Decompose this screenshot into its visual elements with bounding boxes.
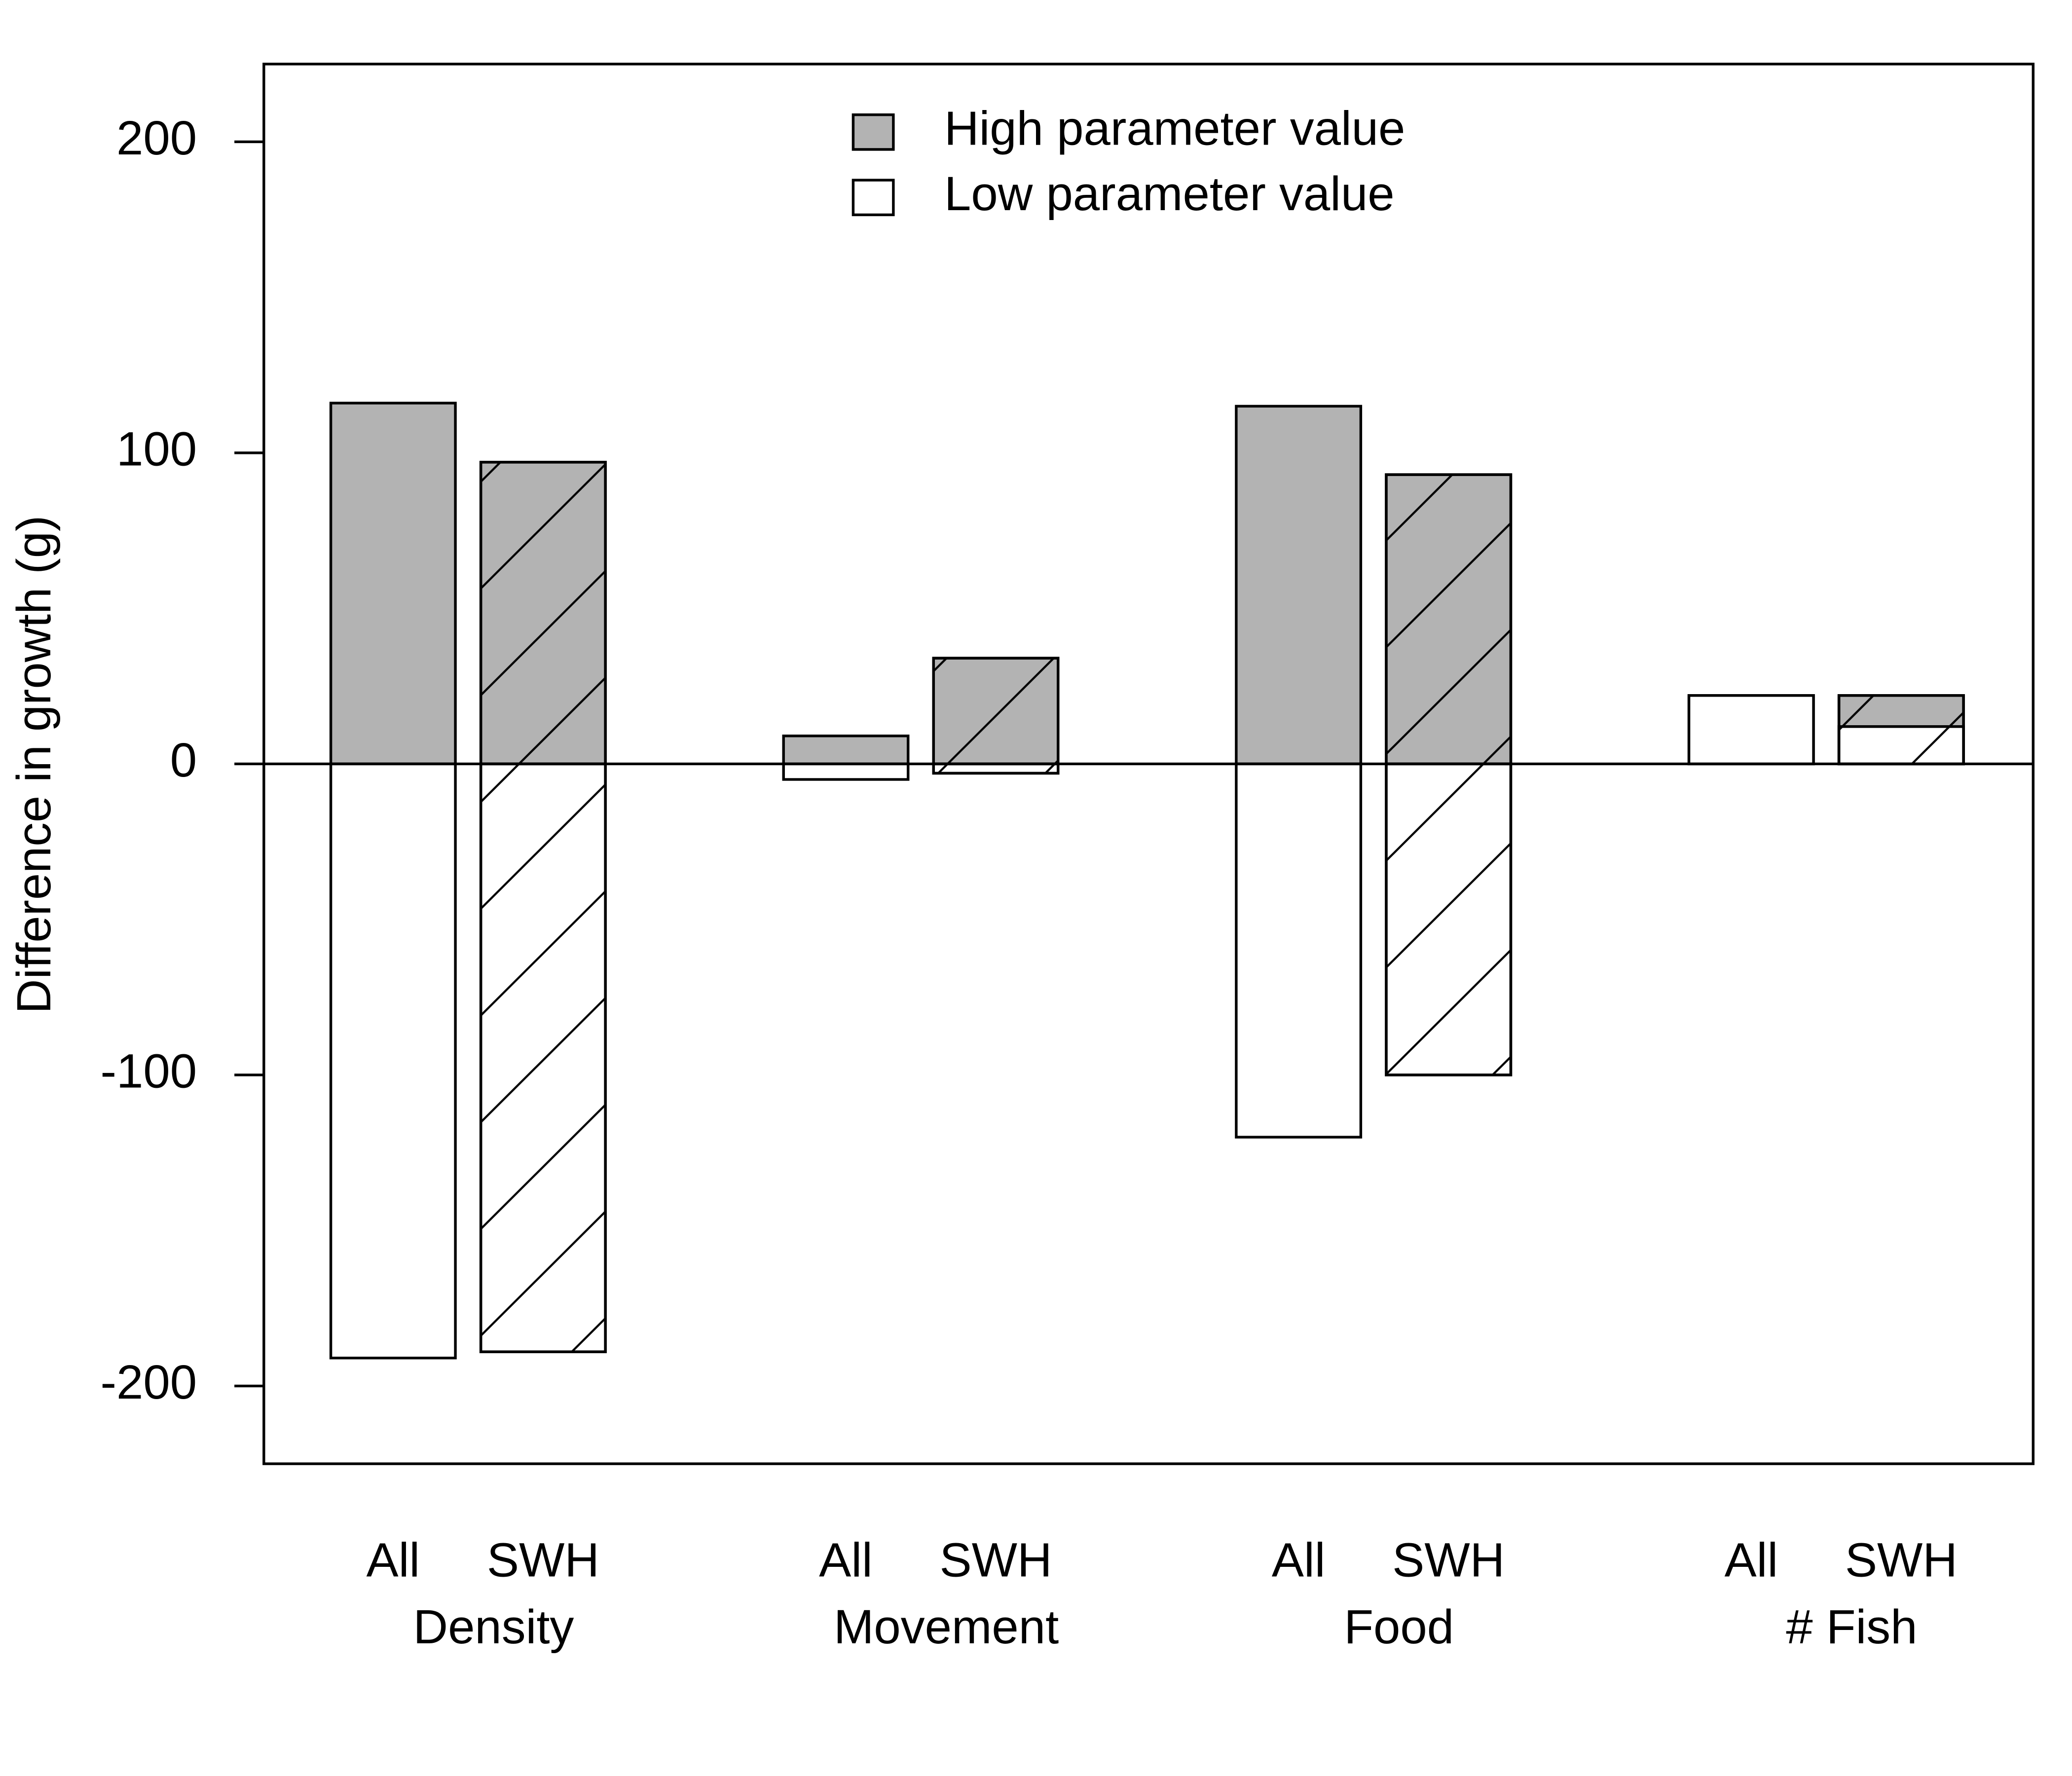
bar-hatch <box>1837 725 1965 766</box>
x-tick-label: All <box>819 1533 873 1587</box>
bar <box>782 735 910 766</box>
x-tick-label: All <box>1272 1533 1326 1587</box>
bar-hatch <box>932 762 1060 775</box>
group-label: Density <box>413 1600 574 1654</box>
legend-swatch <box>851 113 895 151</box>
x-tick-label: SWH <box>487 1533 599 1587</box>
legend-label: High parameter value <box>944 102 1405 155</box>
x-tick-label: SWH <box>1392 1533 1505 1587</box>
bar <box>1235 405 1363 766</box>
bar-hatch <box>1385 762 1513 1076</box>
legend-label: Low parameter value <box>944 167 1395 221</box>
x-tick-label: All <box>1724 1533 1778 1587</box>
group-label: Food <box>1344 1600 1454 1654</box>
plot-frame <box>262 63 2035 1465</box>
y-axis-title: Difference in growth (g) <box>7 516 61 1014</box>
y-tick-label: 100 <box>116 422 197 476</box>
x-tick-label: All <box>367 1533 420 1587</box>
bar <box>329 402 457 766</box>
y-tick-label: 0 <box>170 733 197 787</box>
bar-hatch <box>479 762 607 1353</box>
y-tick-label: 200 <box>116 111 197 165</box>
group-label: # Fish <box>1786 1600 1917 1654</box>
group-label: Movement <box>834 1600 1059 1654</box>
bar <box>1687 694 1815 766</box>
legend-swatch <box>851 179 895 217</box>
bar-hatch <box>479 461 607 766</box>
y-tick-label: -200 <box>100 1355 197 1409</box>
bar-hatch <box>1385 473 1513 766</box>
bar <box>329 762 457 1360</box>
bar-hatch <box>932 657 1060 766</box>
bar <box>782 762 910 781</box>
bar <box>1235 762 1363 1139</box>
x-tick-label: SWH <box>1845 1533 1958 1587</box>
x-tick-label: SWH <box>940 1533 1052 1587</box>
y-tick-label: -100 <box>100 1044 197 1098</box>
